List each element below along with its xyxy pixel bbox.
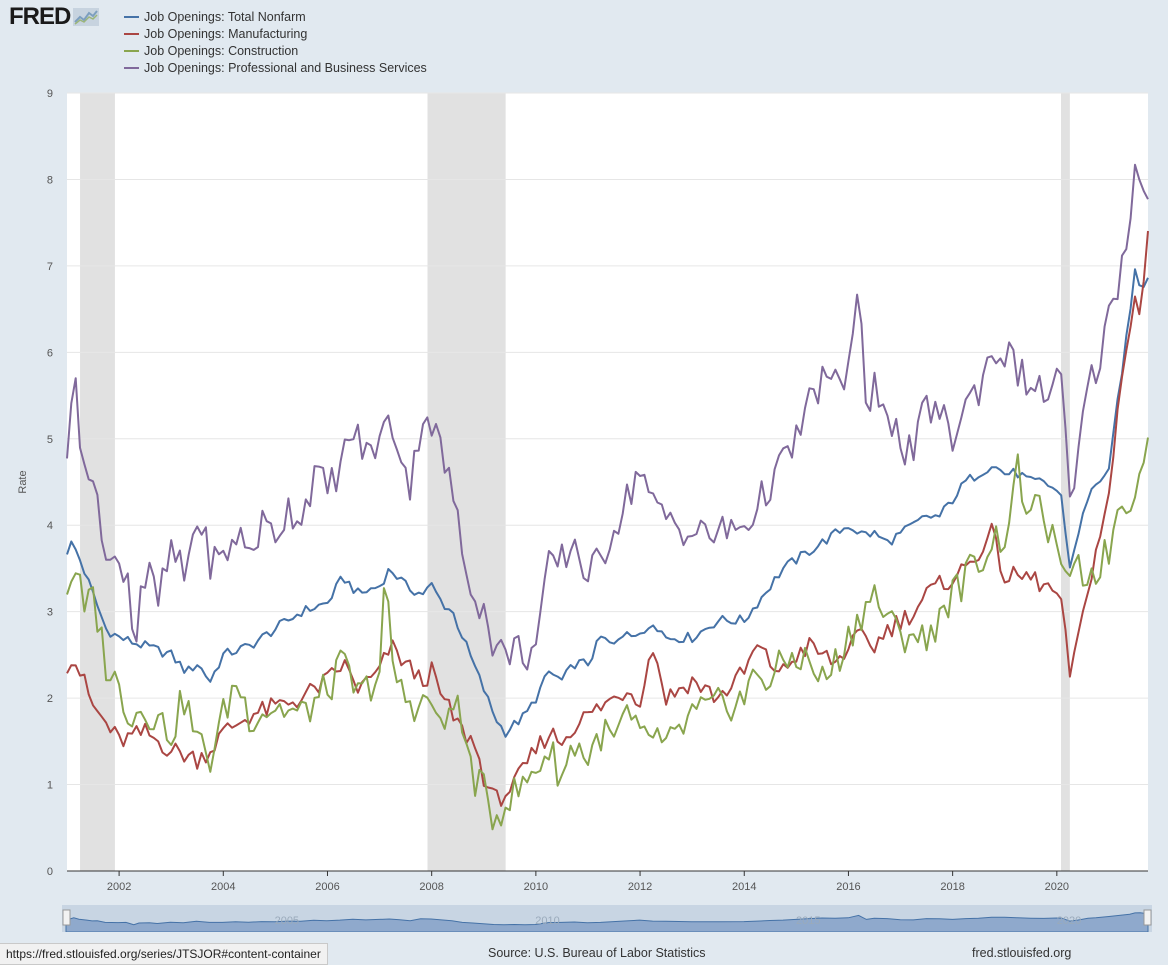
recession-band (80, 93, 115, 871)
legend-item[interactable]: Job Openings: Manufacturing (124, 25, 427, 42)
x-tick-label: 2004 (211, 881, 235, 893)
y-tick-label: 7 (47, 261, 53, 273)
y-tick-label: 2 (47, 693, 53, 705)
x-tick-label: 2020 (1045, 881, 1069, 893)
x-tick-label: 2012 (628, 881, 652, 893)
navigator-label: 2005 (275, 915, 299, 927)
legend-item[interactable]: Job Openings: Professional and Business … (124, 59, 427, 76)
y-tick-label: 0 (47, 866, 53, 878)
y-tick-label: 3 (47, 607, 53, 619)
recession-band (1060, 93, 1070, 871)
legend-label: Job Openings: Professional and Business … (144, 60, 427, 75)
y-tick-label: 6 (47, 347, 53, 359)
chart-navigator[interactable]: 2005 2010 2015 2020 (62, 905, 1152, 933)
fred-logo-text: FRED (9, 3, 71, 30)
x-tick-label: 2008 (419, 881, 443, 893)
y-tick-label: 8 (47, 174, 53, 186)
x-tick-label: 2010 (524, 881, 548, 893)
navigator-label: 2010 (535, 915, 559, 927)
navigator-left-handle[interactable] (62, 909, 71, 926)
recession-band (427, 93, 506, 871)
plot-area (67, 93, 1148, 871)
fred-logo[interactable]: FRED (9, 3, 100, 30)
y-tick-label: 5 (47, 434, 53, 446)
legend-swatch (124, 32, 139, 35)
status-url-bar: https://fred.stlouisfed.org/series/JTSJO… (0, 943, 328, 965)
legend-label: Job Openings: Manufacturing (144, 26, 308, 41)
series-line (66, 437, 1149, 831)
legend-swatch (124, 15, 139, 18)
navigator-minichart: 2005 2010 2015 2020 (62, 905, 1152, 933)
site-link[interactable]: fred.stlouisfed.org (972, 946, 1072, 960)
y-axis-label: Rate (17, 470, 29, 493)
navigator-label: 2020 (1057, 915, 1081, 927)
x-tick-label: 2002 (107, 881, 131, 893)
series-line (66, 163, 1149, 671)
x-tick-label: 2016 (836, 881, 860, 893)
legend-swatch (124, 49, 139, 52)
series-line (66, 268, 1149, 738)
fred-chart-icon (73, 8, 100, 26)
legend-swatch (124, 66, 139, 69)
x-tick-label: 2006 (315, 881, 339, 893)
x-tick-label: 2014 (732, 881, 756, 893)
y-tick-label: 4 (47, 520, 53, 532)
navigator-right-handle[interactable] (1143, 909, 1152, 926)
legend-label: Job Openings: Total Nonfarm (144, 9, 306, 24)
navigator-area (65, 912, 1149, 933)
legend-label: Job Openings: Construction (144, 43, 299, 58)
legend-item[interactable]: Job Openings: Construction (124, 42, 427, 59)
source-credit: Source: U.S. Bureau of Labor Statistics (488, 946, 706, 960)
navigator-label: 2015 (796, 915, 820, 927)
y-tick-label: 9 (47, 88, 53, 100)
chart-legend: Job Openings: Total Nonfarm Job Openings:… (124, 8, 427, 76)
legend-item[interactable]: Job Openings: Total Nonfarm (124, 8, 427, 25)
x-tick-label: 2018 (940, 881, 964, 893)
y-tick-label: 1 (47, 780, 53, 792)
